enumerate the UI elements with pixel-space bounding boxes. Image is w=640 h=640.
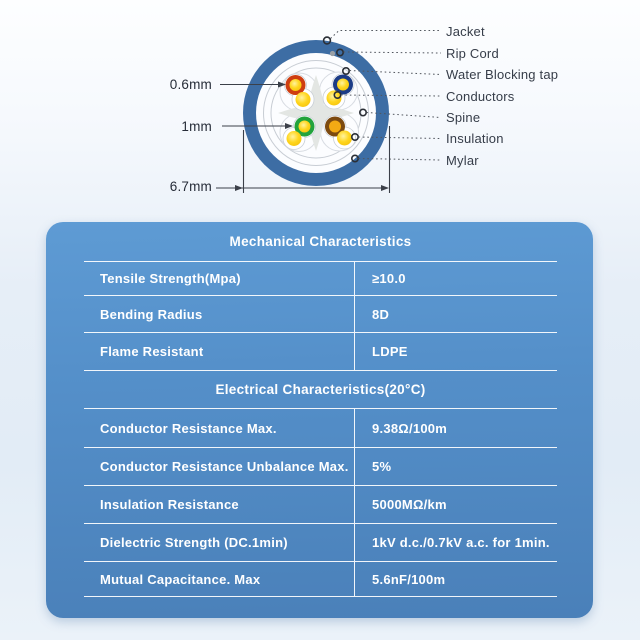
row-value: 5% bbox=[372, 459, 392, 474]
row-value: 8D bbox=[372, 306, 390, 322]
jacket-callout-dot bbox=[322, 36, 332, 45]
callout-label-rip-cord: Rip Cord bbox=[446, 45, 499, 61]
conductors-callout-dot bbox=[333, 91, 342, 100]
dimension-lines bbox=[216, 81, 391, 193]
row-value: ≥10.0 bbox=[372, 271, 406, 286]
cable-cross-section-diagram bbox=[216, 30, 442, 193]
leader-lines bbox=[330, 30, 442, 161]
row-label: Mutual Capacitance. Max bbox=[84, 562, 355, 596]
water-blocking-layer-circle bbox=[270, 67, 362, 159]
conductors-yellow bbox=[286, 90, 352, 146]
conductor-blue bbox=[333, 74, 353, 95]
callout-label-insulation: Insulation bbox=[446, 131, 504, 146]
row-value: 5.6nF/100m bbox=[372, 571, 446, 587]
row-label: Bending Radius bbox=[84, 296, 355, 332]
table-row: Bending Radius 8D bbox=[84, 296, 557, 333]
mylar-layer-circle bbox=[263, 60, 369, 166]
dimension-label-0-6mm: 0.6mm bbox=[169, 76, 212, 92]
table-row: Flame Resistant LDPE bbox=[84, 333, 557, 371]
callout-label-jacket: Jacket bbox=[446, 23, 485, 39]
callout-label-conductors: Conductors bbox=[446, 88, 515, 104]
row-value: 1kV d.c./0.7kV a.c. for 1min. bbox=[372, 535, 550, 550]
spine-callout-dot bbox=[358, 108, 367, 117]
rip-cord-strand-dot bbox=[329, 50, 336, 57]
dimension-label-1mm: 1mm bbox=[181, 118, 212, 134]
mylar-callout-dot bbox=[350, 154, 359, 163]
table-row: Mutual Capacitance. Max 5.6nF/100m bbox=[84, 562, 557, 597]
section-header-mechanical: Mechanical Characteristics bbox=[84, 222, 557, 262]
callout-label-spine: Spine bbox=[446, 110, 481, 125]
table-row: Conductor Resistance Unbalance Max. 5% bbox=[84, 448, 557, 486]
callout-label-mylar: Mylar bbox=[446, 152, 479, 168]
table-row: Dielectric Strength (DC.1min) 1kV d.c./0… bbox=[84, 524, 557, 562]
row-value: LDPE bbox=[372, 344, 408, 359]
row-label: Insulation Resistance bbox=[84, 486, 355, 523]
row-label: Conductor Resistance Max. bbox=[84, 409, 355, 447]
table-row: Tensile Strength(Mpa) ≥10.0 bbox=[84, 262, 557, 296]
insulation-callout-dot bbox=[350, 133, 359, 142]
conductor-orange bbox=[285, 75, 306, 95]
table-row: Insulation Resistance 5000MΩ/km bbox=[84, 486, 557, 524]
row-label: Tensile Strength(Mpa) bbox=[84, 262, 355, 295]
table-row: Conductor Resistance Max. 9.38Ω/100m bbox=[84, 409, 557, 448]
dimension-label-6-7mm: 6.7mm bbox=[169, 178, 212, 194]
characteristics-table: Mechanical Characteristics Tensile Stren… bbox=[46, 222, 593, 618]
conductor-green bbox=[294, 116, 315, 137]
row-label: Flame Resistant bbox=[84, 333, 355, 370]
rip-cord-callout-dot bbox=[335, 48, 344, 57]
section-header-electrical: Electrical Characteristics(20°C) bbox=[84, 371, 557, 409]
water-blocking-callout-dot bbox=[341, 67, 350, 76]
callout-label-water-blocking-tap: Water Blocking tap bbox=[446, 67, 559, 82]
row-label: Conductor Resistance Unbalance Max. bbox=[84, 448, 355, 485]
row-value: 9.38Ω/100m bbox=[372, 420, 448, 436]
row-value: 5000MΩ/km bbox=[372, 497, 447, 512]
conductor-brown bbox=[325, 116, 345, 137]
row-label: Dielectric Strength (DC.1min) bbox=[84, 524, 355, 561]
characteristics-table-inner: Mechanical Characteristics Tensile Stren… bbox=[84, 222, 557, 597]
